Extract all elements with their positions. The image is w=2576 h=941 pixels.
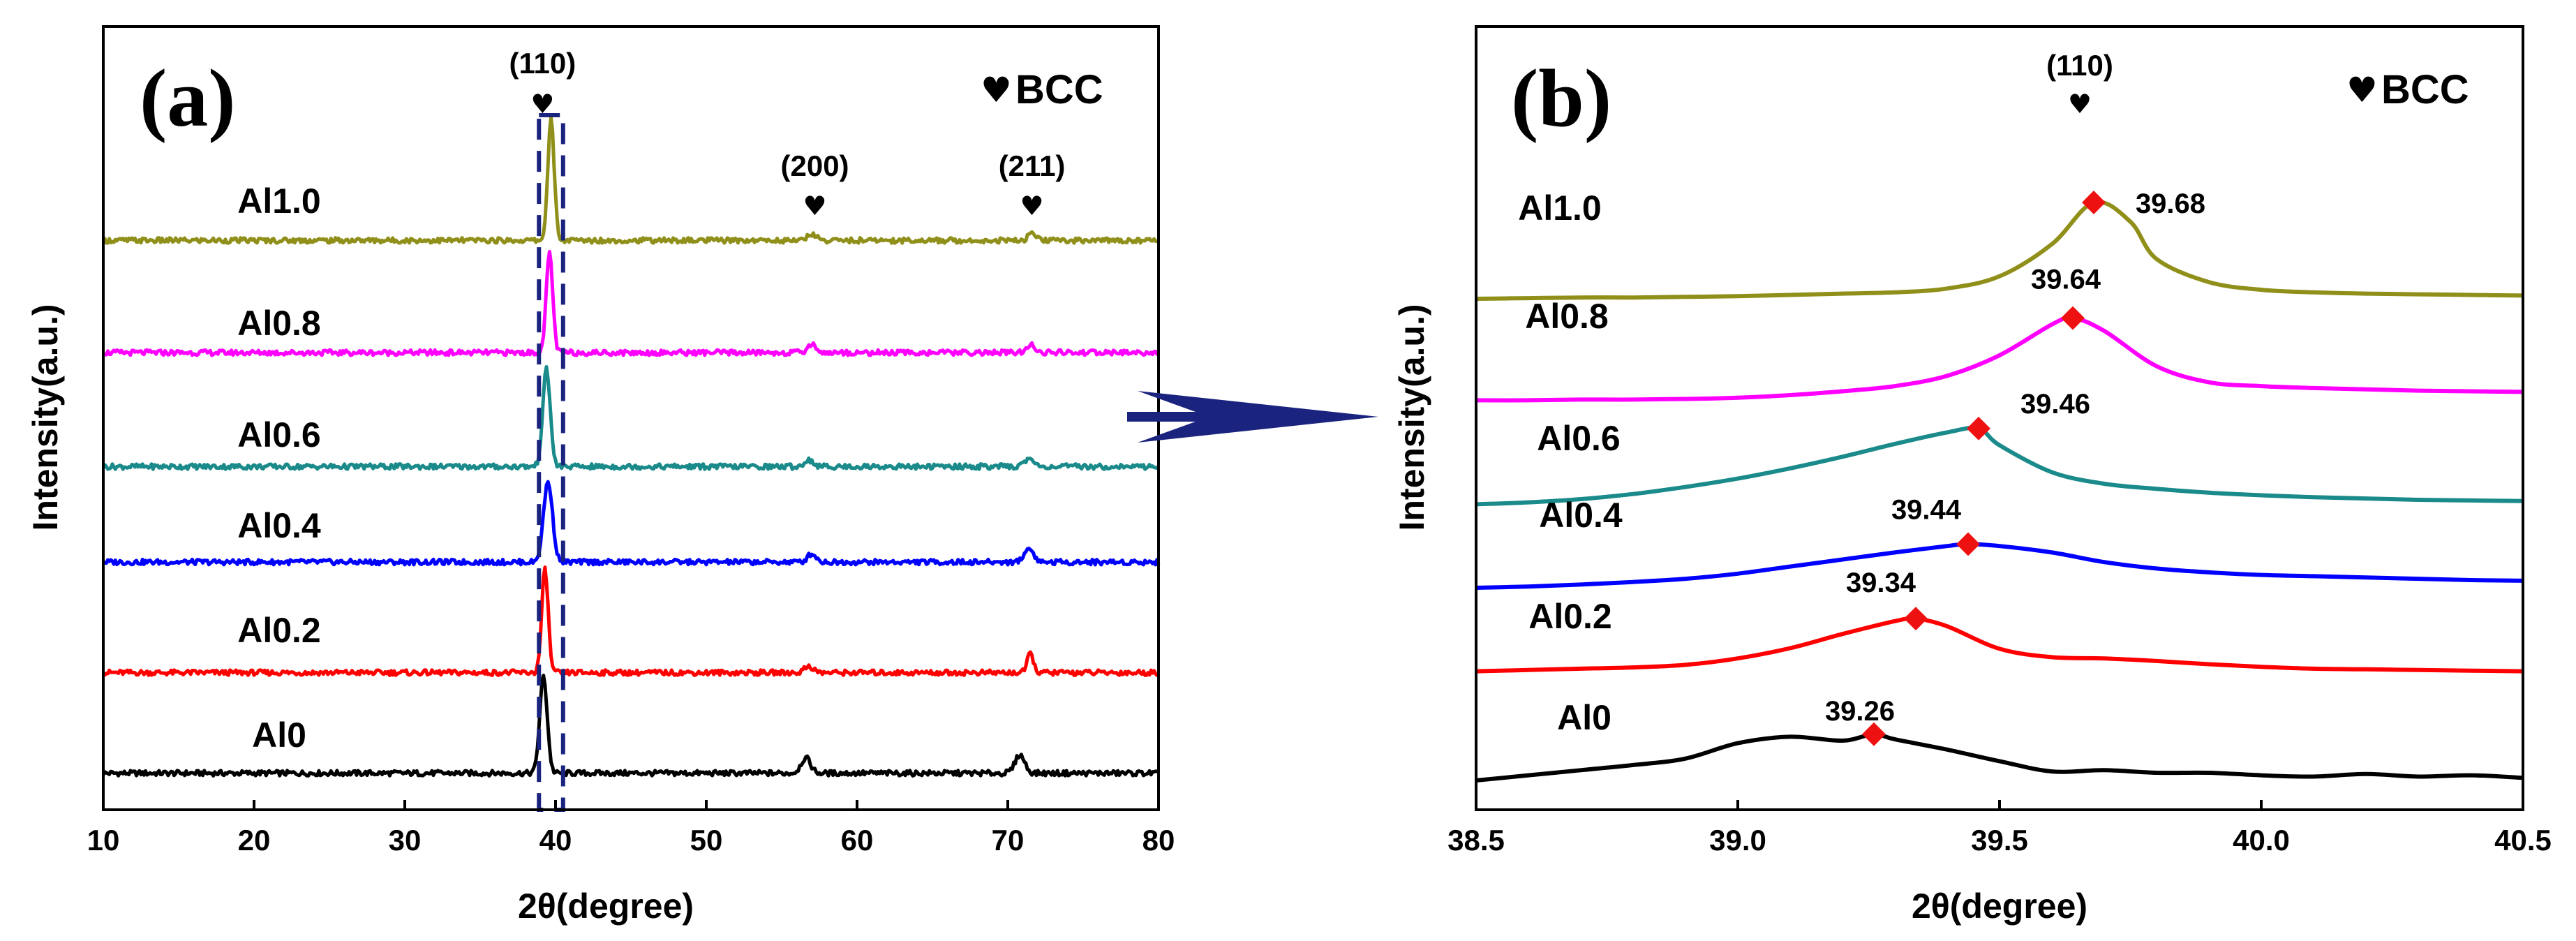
- panel-a-reflection-label-200: (200): [780, 149, 849, 182]
- panel-b-peak-markers: 39.26 39.34 39.44 39.46 39.64 39.68: [1825, 188, 2205, 746]
- bcc-legend-heart-icon: ♥: [981, 70, 1012, 110]
- panel-b-series-al0-2: [1475, 616, 2524, 674]
- panel-b-series-al0-4: [1475, 542, 2524, 590]
- panel-a-reflection-heart-icon: ♥: [1020, 191, 1044, 221]
- panel-a-y-axis-title: Intensity(a.u.): [26, 304, 65, 531]
- panel-b: 38.5 39.0 39.5 40.0 40.5 (b) ♥ BCC (110) ♥ 3…: [1392, 25, 2552, 926]
- panel-a-reflection-label-110: (110): [509, 47, 576, 80]
- panel-a-x-tick-label: 30: [389, 824, 422, 857]
- panel-a-label: (a): [140, 52, 236, 144]
- panel-b-legend: ♥ BCC: [2346, 67, 2469, 112]
- panel-a-sample-label-al0-6: Al0.6: [237, 415, 321, 454]
- panel-a-highlight-box: [537, 113, 565, 812]
- panel-b-x-tick-label: 40.0: [2233, 824, 2290, 857]
- panel-b-x-tick-label: 40.5: [2494, 824, 2552, 857]
- panel-a-legend: ♥ BCC: [981, 67, 1103, 112]
- panel-b-x-tick-label: 39.5: [1971, 824, 2028, 857]
- panel-b-reflection-label-110: (110): [2046, 49, 2113, 82]
- panel-a-series-al0-4: [102, 480, 1161, 567]
- panel-a-x-tick-label: 60: [841, 824, 874, 857]
- panel-b-sample-label-al0: Al0: [1557, 698, 1611, 737]
- panel-a-series-al1-0: [102, 115, 1159, 245]
- panel-b-x-ticks: 38.5 39.0 39.5 40.0 40.5: [1447, 800, 2552, 857]
- panel-a-series-group: [101, 115, 1161, 778]
- panel-a-sample-label-al0-2: Al0.2: [237, 611, 321, 650]
- panel-a-reflection-label-211: (211): [999, 149, 1066, 182]
- panel-a-series-al0: [101, 674, 1160, 778]
- panel-b-peak-label-al0: 39.26: [1825, 696, 1895, 727]
- panel-b-peak-label-al0-8: 39.64: [2031, 265, 2101, 295]
- panel-b-peak-marker-al0: [1862, 722, 1886, 746]
- panel-b-reflection-heart-icon: ♥: [2068, 89, 2092, 119]
- panel-a-sample-label-al0-4: Al0.4: [237, 506, 321, 545]
- panel-b-sample-label-al0-8: Al0.8: [1525, 297, 1609, 336]
- panel-a-x-tick-label: 80: [1142, 824, 1175, 857]
- panel-b-label: (b): [1511, 52, 1611, 144]
- panel-b-series-al0-6: [1475, 425, 2524, 507]
- panel-b-sample-labels: Al0 Al0.2 Al0.4 Al0.6 Al0.8 Al1.0: [1518, 188, 1623, 737]
- panel-b-sample-label-al0-2: Al0.2: [1528, 597, 1612, 636]
- panel-b-sample-label-al0-4: Al0.4: [1539, 496, 1623, 535]
- panel-b-series-al1-0: [1475, 200, 2524, 301]
- panel-a-sample-label-al0: Al0: [252, 716, 306, 755]
- panel-a-series-al0-6: [101, 365, 1161, 471]
- panel-a-sample-label-al0-8: Al0.8: [237, 304, 321, 343]
- panel-a-x-tick-label: 40: [539, 824, 572, 857]
- panel-a-reflection-heart-icon: ♥: [530, 89, 554, 119]
- panel-a-series-al0-2: [103, 565, 1159, 677]
- panel-a-reflection-heart-icon: ♥: [803, 191, 826, 221]
- panel-a-x-tick-label: 70: [992, 824, 1025, 857]
- zoom-arrow-icon: [583, 391, 1378, 443]
- panel-b-peak-label-al0-2: 39.34: [1846, 568, 1916, 598]
- panel-a-sample-labels: Al0 Al0.2 Al0.4 Al0.6 Al0.8 Al1.0: [237, 181, 321, 755]
- panel-a-x-tick-label: 50: [690, 824, 723, 857]
- panel-a-reflection-markers: (110) ♥ (200) ♥ (211) ♥: [509, 47, 1065, 221]
- panel-b-peak-label-al1-0: 39.68: [2136, 188, 2205, 219]
- panel-b-peak-label-al0-6: 39.46: [2020, 389, 2090, 420]
- panel-b-series-al0: [1475, 732, 2524, 783]
- panel-a-sample-label-al1-0: Al1.0: [237, 181, 321, 221]
- panel-b-y-axis-title: Intensity(a.u.): [1392, 304, 1431, 531]
- panel-a-x-tick-label: 20: [238, 824, 271, 857]
- panel-a-series-al0-8: [103, 250, 1161, 357]
- panel-a-x-axis-title: 2θ(degree): [518, 887, 694, 926]
- panel-b-series-al0-8: [1475, 316, 2524, 403]
- panel-a-legend-label: BCC: [1015, 67, 1103, 112]
- panel-b-x-tick-label: 38.5: [1447, 824, 1505, 857]
- panel-b-x-axis-title: 2θ(degree): [1912, 887, 2087, 926]
- panel-b-legend-label: BCC: [2381, 67, 2469, 112]
- panel-a-x-tick-label: 10: [87, 824, 120, 857]
- panel-b-sample-label-al1-0: Al1.0: [1518, 188, 1602, 228]
- panel-b-sample-label-al0-6: Al0.6: [1537, 419, 1621, 458]
- bcc-legend-heart-icon: ♥: [2346, 70, 2378, 110]
- panel-a: 10 20 30 40 50 60 70 80 (a) ♥ BCC (110)♥(200)♥(…: [26, 25, 1175, 926]
- panel-b-series-group: [1475, 200, 2524, 783]
- panel-b-peak-label-al0-4: 39.44: [1891, 494, 1962, 525]
- panel-b-x-tick-label: 39.0: [1709, 824, 1766, 857]
- panel-a-x-ticks: 10 20 30 40 50 60 70 80: [87, 800, 1175, 857]
